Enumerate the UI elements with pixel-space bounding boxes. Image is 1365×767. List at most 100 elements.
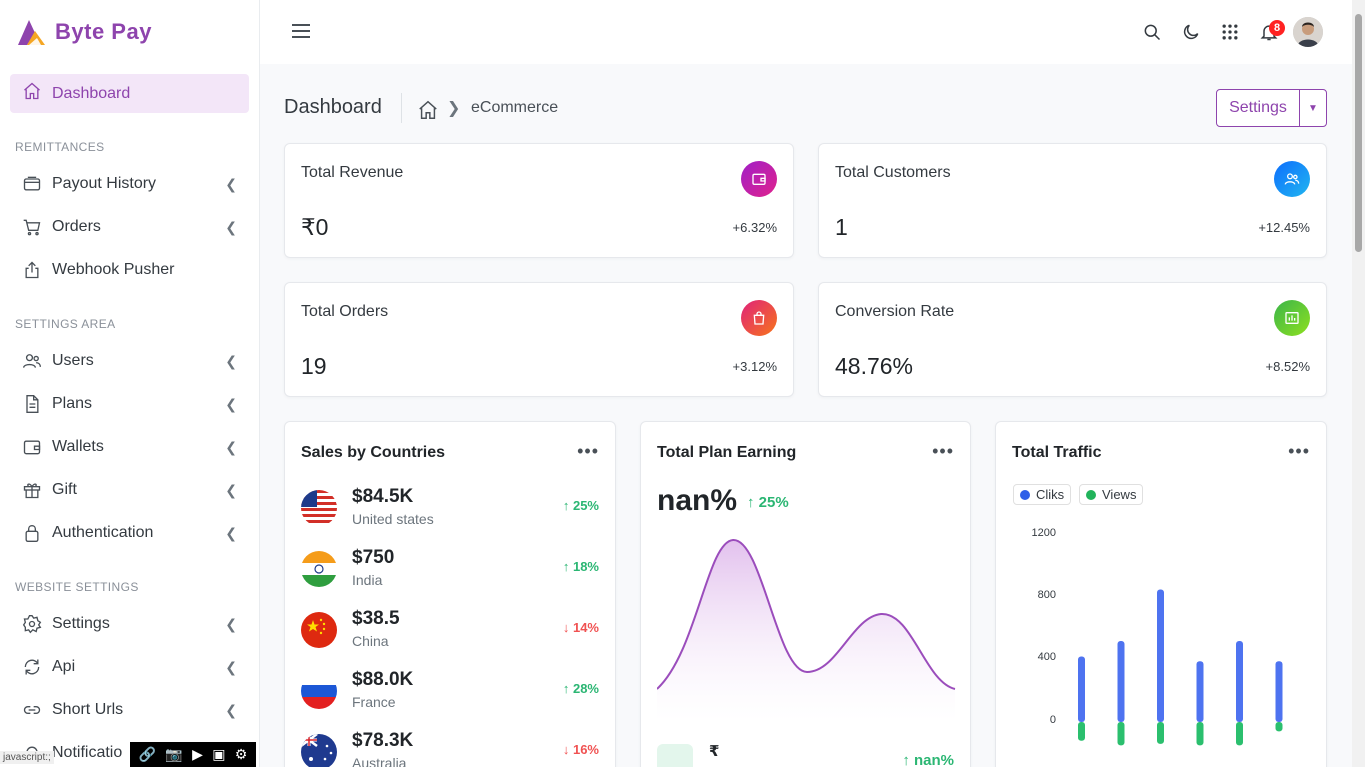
country-amount: $88.0K [352,669,414,690]
country-amount: $38.5 [352,608,400,629]
chevron-right-icon: ❯ [447,100,461,117]
bar-views[interactable] [1275,722,1283,732]
sidebar-item-api[interactable]: Api ❮ [22,652,237,682]
sidebar-item-payout-history[interactable]: Payout History ❮ [22,169,237,199]
stat-title: Total Customers [835,164,951,181]
bar-cliks[interactable] [1117,640,1125,722]
video-icon[interactable]: ▶ [192,746,203,762]
stat-value: ₹0 [301,214,329,240]
legend-dot [1020,489,1030,500]
sidebar-item-short-urls[interactable]: Short Urls ❮ [22,695,237,725]
y-tick-label: 400 [1037,651,1056,663]
chevron-left-icon: ❮ [225,701,237,718]
caret-down-icon[interactable]: ▼ [1308,102,1318,114]
arrow-up-icon: ↑ [902,752,914,767]
bar-views[interactable] [1157,722,1164,744]
sidebar-item-label: Api [52,658,76,675]
chart-title: Total Traffic [1012,444,1102,461]
users-icon [22,351,42,371]
chevron-left-icon: ❮ [225,658,237,675]
more-options-icon[interactable]: ••• [932,441,954,461]
sidebar-item-wallets[interactable]: Wallets ❮ [22,432,237,462]
section-label: SETTINGS AREA [15,317,116,331]
stat-card-total-revenue: Total Revenue ₹0 +6.32% [284,143,794,258]
sidebar-item-dashboard[interactable]: Dashboard [10,74,249,113]
sidebar-item-plans[interactable]: Plans ❮ [22,389,237,419]
country-change-value: 25% [572,498,599,513]
notification-badge: 8 [1269,20,1285,36]
stat-title: Conversion Rate [835,303,955,320]
apps-grid-icon[interactable] [1220,22,1240,42]
country-change: ↓ 16% [563,742,599,757]
window-icon[interactable]: ▣ [212,746,226,762]
more-options-icon[interactable]: ••• [1288,441,1310,461]
legend-cliks[interactable]: Cliks [1013,484,1072,505]
bar-views[interactable] [1117,722,1125,746]
home-icon[interactable] [417,99,439,121]
sidebar-item-gift[interactable]: Gift ❮ [22,475,237,505]
legend-label: Cliks [1036,487,1065,502]
sidebar-item-label: Users [52,352,94,369]
sidebar-item-label: Dashboard [52,84,131,102]
sidebar-item-orders[interactable]: Orders ❮ [22,212,237,242]
bar-views[interactable] [1078,722,1085,741]
more-options-icon[interactable]: ••• [577,441,599,461]
search-icon[interactable] [1142,22,1162,42]
country-row: $38.5 China ↓ 14% [301,608,599,658]
country-change-value: 18% [572,559,599,574]
chevron-left-icon: ❮ [225,438,237,455]
stat-change: +6.32% [732,220,777,235]
gift-icon [22,480,42,500]
refresh-icon [22,657,42,677]
earning-footer-currency: ₹ [709,743,720,760]
arrow-up-icon: ↑ [562,498,573,513]
country-name: France [352,694,396,710]
legend-views[interactable]: Views [1079,484,1144,505]
settings-button[interactable]: Settings [1217,90,1300,126]
brand-logo[interactable]: Byte Pay [0,0,259,64]
avatar[interactable] [1293,17,1323,47]
gear-icon[interactable]: ⚙ [234,746,248,762]
card-title: Sales by Countries [301,444,446,461]
bar-views[interactable] [1196,722,1204,746]
country-name: United states [352,511,434,527]
country-change: ↑ 28% [563,681,599,696]
bar-cliks[interactable] [1157,589,1164,722]
country-name: China [352,633,389,649]
australia-flag-icon [301,734,337,767]
bag-icon [741,300,777,336]
sidebar-item-webhook-pusher[interactable]: Webhook Pusher [22,255,237,285]
sidebar-item-settings[interactable]: Settings ❮ [22,609,237,639]
legend-dot [1086,489,1096,500]
scrollbar[interactable] [1352,0,1365,767]
moon-icon[interactable] [1181,22,1201,42]
country-amount: $84.5K [352,486,414,507]
chevron-left-icon: ❮ [225,524,237,541]
section-label: WEBSITE SETTINGS [15,580,139,594]
earning-area-chart [657,538,956,722]
bar-cliks[interactable] [1078,656,1085,722]
arrow-up-icon: ↑ [747,494,759,511]
sidebar: Byte Pay Dashboard REMITTANCES Payout Hi… [0,0,260,767]
share-icon [22,260,42,280]
bar-cliks[interactable] [1236,640,1243,722]
bar-views[interactable] [1236,722,1243,746]
menu-toggle-icon[interactable] [292,24,310,40]
scrollbar-thumb[interactable] [1355,14,1362,252]
country-change: ↓ 14% [563,620,599,635]
users-icon [1274,161,1310,197]
breadcrumb-current: eCommerce [471,99,559,116]
camera-icon[interactable]: 📷 [165,746,183,762]
earning-change: ↑ 25% [747,494,789,511]
sidebar-item-users[interactable]: Users ❮ [22,346,237,376]
wallet-icon [22,437,42,457]
bar-cliks[interactable] [1275,661,1283,722]
country-name: Australia [352,755,407,767]
sidebar-item-authentication[interactable]: Authentication ❮ [22,518,237,548]
country-amount: $78.3K [352,730,414,751]
link-icon[interactable]: 🔗 [138,746,157,762]
breadcrumb-divider [401,93,402,123]
country-change: ↑ 25% [563,498,599,513]
stat-change: +12.45% [1258,220,1310,235]
bar-cliks[interactable] [1196,661,1204,722]
